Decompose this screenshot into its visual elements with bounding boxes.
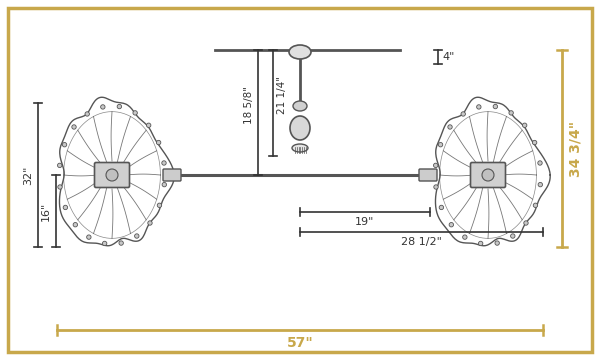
- Text: 4": 4": [442, 52, 454, 62]
- Circle shape: [106, 169, 118, 181]
- Circle shape: [119, 241, 124, 245]
- Circle shape: [449, 222, 454, 227]
- Ellipse shape: [292, 144, 308, 152]
- Circle shape: [58, 163, 62, 168]
- Circle shape: [157, 203, 161, 207]
- FancyBboxPatch shape: [163, 169, 181, 181]
- Circle shape: [493, 104, 497, 109]
- Circle shape: [478, 241, 483, 246]
- Ellipse shape: [289, 45, 311, 59]
- Circle shape: [162, 161, 166, 165]
- Circle shape: [148, 221, 152, 225]
- Text: 16": 16": [41, 201, 51, 221]
- Circle shape: [134, 234, 139, 238]
- Ellipse shape: [290, 116, 310, 140]
- Text: 21 1/4": 21 1/4": [277, 76, 287, 114]
- Text: 19": 19": [355, 217, 374, 227]
- Circle shape: [439, 143, 443, 147]
- Circle shape: [463, 235, 467, 239]
- Circle shape: [85, 112, 89, 116]
- Circle shape: [439, 205, 443, 210]
- Circle shape: [73, 222, 77, 227]
- Circle shape: [533, 203, 538, 207]
- Circle shape: [482, 169, 494, 181]
- Circle shape: [511, 234, 515, 238]
- FancyBboxPatch shape: [419, 169, 437, 181]
- Circle shape: [72, 125, 76, 129]
- Text: 57": 57": [287, 336, 313, 350]
- FancyBboxPatch shape: [470, 162, 505, 188]
- Circle shape: [538, 161, 542, 165]
- Circle shape: [434, 185, 438, 189]
- Circle shape: [523, 123, 527, 127]
- Circle shape: [86, 235, 91, 239]
- Circle shape: [495, 241, 499, 245]
- Text: 18 5/8": 18 5/8": [244, 85, 254, 123]
- Text: 28 1/2": 28 1/2": [401, 237, 442, 247]
- FancyBboxPatch shape: [95, 162, 130, 188]
- Circle shape: [532, 140, 537, 145]
- Circle shape: [157, 140, 161, 145]
- Circle shape: [461, 112, 466, 116]
- Circle shape: [476, 105, 481, 109]
- Circle shape: [62, 143, 67, 147]
- Circle shape: [146, 123, 151, 127]
- Circle shape: [538, 183, 542, 187]
- Circle shape: [434, 163, 438, 168]
- Circle shape: [509, 111, 514, 115]
- Circle shape: [524, 221, 528, 225]
- Text: 34 3/4": 34 3/4": [569, 121, 583, 176]
- Text: 32": 32": [23, 165, 33, 185]
- Circle shape: [448, 125, 452, 129]
- Ellipse shape: [293, 101, 307, 111]
- Circle shape: [162, 183, 166, 187]
- Circle shape: [103, 241, 107, 246]
- Circle shape: [58, 185, 62, 189]
- Circle shape: [101, 105, 105, 109]
- Circle shape: [133, 111, 137, 115]
- Circle shape: [117, 104, 122, 109]
- Circle shape: [63, 205, 68, 210]
